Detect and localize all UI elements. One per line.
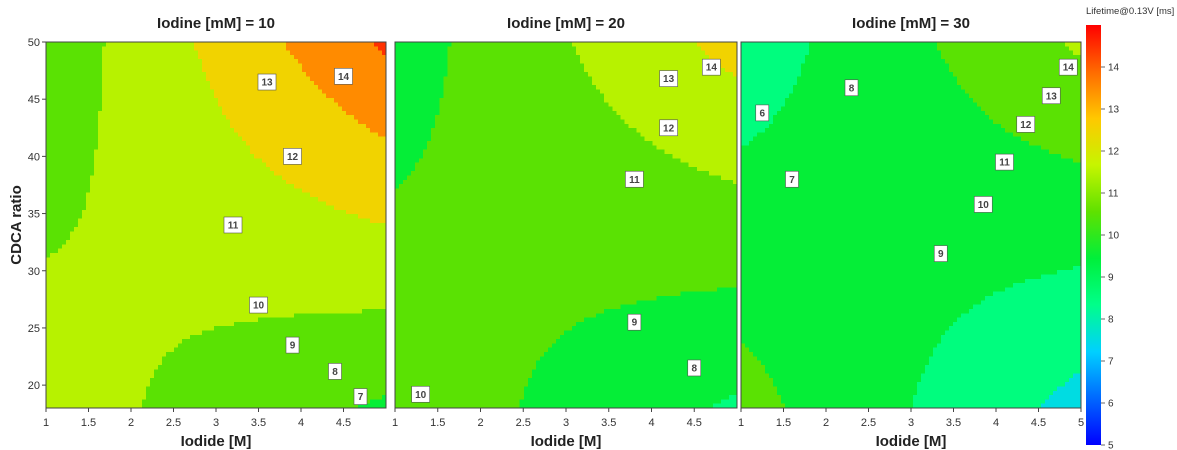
panel-title: Iodine [mM] = 20 — [507, 15, 625, 32]
contour-label: 8 — [687, 359, 702, 377]
contour-label: 9 — [627, 313, 642, 331]
x-tick-label: 3.5 — [251, 417, 266, 429]
x-tick-label: 3 — [908, 417, 914, 429]
y-tick-label: 25 — [28, 323, 40, 335]
contour-label: 11 — [625, 170, 644, 188]
colorbar-tick-label: 5 — [1108, 441, 1114, 450]
x-axis-ticks: 1 1.5 2 2.5 3 3.5 4 4.5 — [392, 408, 702, 429]
y-tick-label: 45 — [28, 94, 40, 106]
x-tick-label: 4.5 — [1031, 417, 1046, 429]
panel-title: Iodine [mM] = 10 — [157, 15, 275, 32]
contour-label: 8 — [328, 363, 342, 380]
colorbar-tick-label: 11 — [1108, 189, 1119, 200]
x-tick-label: 4.5 — [687, 417, 702, 429]
contour-plot-area: 14 13 12 11 9 8 10 — [394, 41, 738, 409]
x-tick-label: 2 — [128, 417, 134, 429]
y-tick-label: 35 — [28, 209, 40, 221]
x-tick-label: 1.5 — [776, 417, 791, 429]
contour-label: 11 — [995, 153, 1014, 171]
x-tick-label: 3.5 — [946, 417, 961, 429]
colorbar-tick-label: 13 — [1108, 105, 1120, 116]
y-axis-ticks: 20 25 30 35 40 45 50 — [28, 37, 46, 392]
panel-title: Iodine [mM] = 30 — [852, 15, 970, 32]
contour-label: 10 — [973, 196, 993, 213]
x-tick-label: 4 — [298, 417, 304, 429]
x-tick-label: 2.5 — [166, 417, 181, 429]
contour-label: 14 — [1058, 58, 1078, 76]
x-axis-ticks: 1 1.5 2 2.5 3 3.5 4 4.5 — [43, 408, 351, 429]
colorbar-ticks: 5 6 7 8 9 10 11 12 13 14 — [1101, 63, 1120, 450]
contour-label: 13 — [257, 73, 277, 91]
y-tick-label: 50 — [28, 37, 40, 49]
contour-label: 10 — [249, 296, 268, 314]
x-tick-label: 5 — [1078, 417, 1084, 429]
y-tick-label: 40 — [28, 151, 40, 163]
contour-label: 9 — [285, 336, 300, 354]
contour-label: 12 — [283, 148, 302, 165]
contour-label: 8 — [844, 79, 859, 97]
panel-iodine-30: Iodine [mM] = 30 14 13 12 11 10 9 8 7 6 1 1.5 2 2.5… — [738, 15, 1084, 450]
colorbar-tick-label: 10 — [1108, 231, 1120, 242]
y-tick-label: 30 — [28, 266, 40, 278]
colorbar-tick-label: 9 — [1108, 273, 1114, 284]
x-tick-label: 3 — [563, 417, 569, 429]
x-tick-label: 2 — [477, 417, 483, 429]
x-axis-label: Iodide [M] — [876, 433, 947, 450]
contour-plot-area: 14 13 12 11 10 9 87 — [45, 41, 387, 409]
colorbar-tick-label: 8 — [1108, 315, 1114, 326]
colorbar: Lifetime@0.13V [ms] 5 6 7 8 9 10 11 12 13 14 — [1086, 6, 1174, 450]
contour-label: 10 — [411, 385, 430, 403]
colorbar-tick-label: 7 — [1108, 357, 1114, 368]
colorbar-tick-label: 12 — [1108, 147, 1120, 158]
x-tick-label: 2.5 — [516, 417, 531, 429]
contour-fill — [741, 42, 1082, 409]
x-tick-label: 1.5 — [81, 417, 96, 429]
contour-label: 14 — [334, 68, 353, 85]
colorbar-title: Lifetime@0.13V [ms] — [1086, 6, 1174, 17]
panel-iodine-20: Iodine [mM] = 20 14 13 12 11 9 8 10 1 1.5 2 2.5 3 3… — [392, 15, 738, 450]
contour-label: 12 — [659, 119, 678, 137]
contour-label: 7 — [785, 170, 799, 188]
x-tick-label: 2 — [823, 417, 829, 429]
x-tick-label: 1 — [43, 417, 49, 429]
x-tick-label: 3.5 — [601, 417, 616, 429]
colorbar-tick-label: 6 — [1108, 399, 1114, 410]
x-tick-label: 3 — [213, 417, 219, 429]
contour-label: 12 — [1016, 116, 1036, 133]
x-axis-label: Iodide [M] — [531, 433, 602, 450]
x-tick-label: 2.5 — [861, 417, 876, 429]
colorbar-gradient — [1086, 25, 1101, 445]
x-axis-ticks: 1 1.5 2 2.5 3 3.5 4 4.5 5 — [738, 408, 1084, 429]
x-tick-label: 4 — [993, 417, 999, 429]
x-tick-label: 1 — [392, 417, 398, 429]
contour-label: 9 — [933, 245, 948, 262]
colorbar-tick-label: 14 — [1108, 63, 1120, 74]
contour-label: 13 — [659, 70, 678, 87]
contour-fill — [46, 42, 387, 409]
contour-label: 6 — [755, 104, 770, 122]
contour-fill — [395, 42, 738, 409]
x-tick-label: 4.5 — [336, 417, 351, 429]
x-tick-label: 4 — [648, 417, 654, 429]
contour-label: 11 — [223, 216, 243, 234]
panel-iodine-10: Iodine [mM] = 10 14 13 12 11 10 9 87 1 1.5 2 2.5 3… — [8, 15, 387, 450]
x-tick-label: 1 — [738, 417, 744, 429]
x-axis-label: Iodide [M] — [181, 433, 252, 450]
contour-label: 14 — [702, 58, 721, 76]
contour-plot-area: 14 13 12 11 10 9 8 7 6 — [740, 41, 1082, 409]
contour-label: 7 — [353, 388, 368, 405]
contour-label: 13 — [1041, 87, 1061, 105]
x-tick-label: 1.5 — [430, 417, 445, 429]
y-axis-label: CDCA ratio — [8, 185, 25, 264]
y-tick-label: 20 — [28, 380, 40, 392]
